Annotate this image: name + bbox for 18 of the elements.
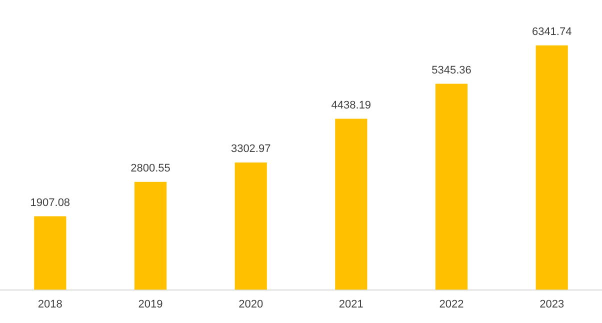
bar	[134, 182, 167, 290]
bar	[34, 216, 66, 290]
x-tick-label: 2021	[338, 298, 364, 310]
bar	[435, 84, 468, 290]
data-label: 4438.19	[331, 99, 372, 112]
data-label: 2800.55	[130, 162, 170, 174]
x-tick-label: 2020	[238, 298, 264, 310]
data-label: 6341.74	[532, 26, 572, 38]
x-tick-label: 2019	[138, 298, 163, 310]
bar	[335, 118, 368, 290]
x-tick-label: 2023	[540, 298, 564, 310]
data-label: 5345.36	[432, 64, 472, 76]
data-label: 3302.97	[230, 143, 271, 156]
bar	[234, 162, 267, 290]
x-tick-label: 2022	[439, 298, 464, 310]
x-tick-label: 2018	[38, 298, 62, 310]
bar	[536, 45, 568, 290]
data-label: 1907.08	[30, 196, 70, 209]
